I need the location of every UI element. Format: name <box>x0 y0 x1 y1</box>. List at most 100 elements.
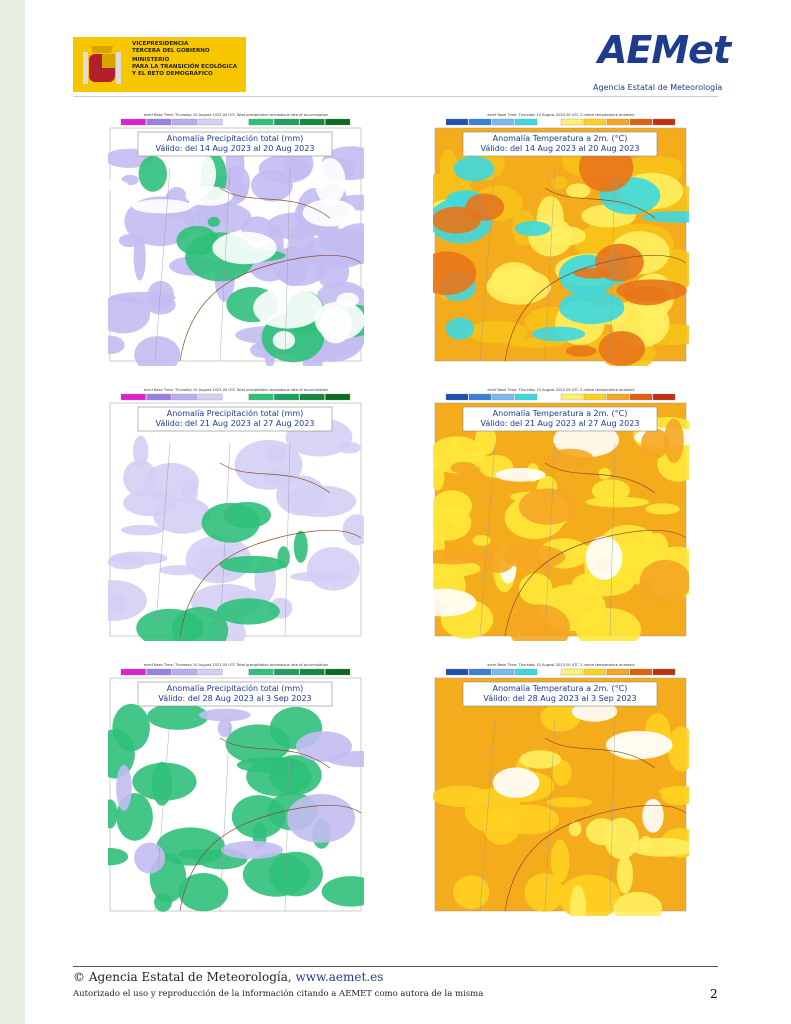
map-field <box>185 186 233 206</box>
url[interactable]: www.aemet.es <box>295 970 384 984</box>
gov-line: TERCERA DEL GOBIERNO <box>132 48 210 54</box>
map-field <box>550 839 570 883</box>
map-field <box>519 750 562 769</box>
legend-swatch <box>468 393 492 401</box>
legend-swatch <box>514 393 538 401</box>
map-title: Anomalía Precipitación total (mm) <box>167 133 304 143</box>
map-field <box>433 462 445 491</box>
map-field <box>121 524 164 536</box>
map-field <box>482 807 521 845</box>
map-field <box>645 503 680 515</box>
government-text: VICEPRESIDENCIA TERCERA DEL GOBIERNO MIN… <box>132 41 237 78</box>
map-field <box>201 502 260 543</box>
legend-swatch <box>223 669 248 675</box>
map-title: Anomalía Temperatura a 2m. (°C) <box>493 684 628 693</box>
map-field <box>108 799 118 829</box>
copyright: © Agencia Estatal de Meteorología, www.a… <box>73 970 383 984</box>
map-field <box>286 793 356 843</box>
page-number: 2 <box>710 987 718 1001</box>
map-field <box>492 767 540 798</box>
map-field <box>225 165 250 200</box>
legend-swatch <box>171 393 197 401</box>
meridian <box>609 442 616 637</box>
map-field <box>221 840 284 860</box>
coastline <box>504 187 687 362</box>
legend-swatch <box>274 118 300 126</box>
map-field <box>565 345 597 357</box>
legend-swatch <box>445 393 469 401</box>
map-title: Anomalía Temperatura a 2m. (°C) <box>493 409 628 418</box>
map-field <box>333 223 364 265</box>
gov-line: VICEPRESIDENCIA <box>132 41 189 47</box>
legend-swatch <box>197 118 223 126</box>
legend-swatch <box>248 118 274 126</box>
legend-swatch <box>120 668 146 676</box>
legend-swatch <box>248 393 274 401</box>
map-field <box>108 729 135 779</box>
map-field <box>639 835 653 852</box>
legend-swatch <box>538 119 560 125</box>
map-field <box>453 156 495 182</box>
coastline <box>504 462 687 637</box>
map-field <box>108 179 129 191</box>
side-strip <box>0 0 25 1024</box>
map-field <box>136 608 204 641</box>
map-field <box>613 891 663 916</box>
map-field <box>156 827 225 866</box>
map-field <box>552 759 572 786</box>
map-title-box <box>462 406 658 432</box>
map-field <box>198 708 251 722</box>
map-caption: ecmf Base Time: Thursday 10 August 2023 … <box>144 663 328 667</box>
legend-swatch <box>538 394 560 400</box>
map-field <box>641 428 670 459</box>
map-field <box>591 479 631 502</box>
map-field <box>598 331 645 366</box>
map-field <box>546 448 594 469</box>
legend-swatch <box>120 393 146 401</box>
map-field <box>486 268 551 305</box>
legend-swatch <box>583 118 607 126</box>
legend-swatch <box>491 118 515 126</box>
map-field <box>194 202 229 230</box>
map-field <box>284 485 357 518</box>
map-field <box>433 549 485 565</box>
map-field <box>108 294 151 334</box>
map-field <box>540 703 581 732</box>
map-field <box>509 604 571 641</box>
map-field <box>327 750 364 768</box>
map-field <box>475 424 497 455</box>
map-field <box>342 514 364 546</box>
legend-swatch <box>652 118 676 126</box>
map-field <box>183 151 217 197</box>
map-field <box>138 155 167 192</box>
legend-swatch <box>223 394 248 400</box>
map-field <box>268 851 323 897</box>
legend-swatch <box>468 668 492 676</box>
legend-swatch <box>583 393 607 401</box>
legend-swatch <box>325 668 351 676</box>
map-field <box>132 762 197 801</box>
map-field <box>108 335 125 355</box>
legend-swatch <box>299 118 325 126</box>
map-field <box>586 818 618 846</box>
map-valid: Válido: del 21 Aug 2023 al 27 Aug 2023 <box>481 419 640 428</box>
meridian <box>284 167 291 362</box>
legend-swatch <box>146 118 172 126</box>
map-valid: Válido: del 14 Aug 2023 al 20 Aug 2023 <box>481 144 640 153</box>
map-field <box>551 176 568 190</box>
meridian <box>544 442 556 637</box>
map-field <box>316 254 350 289</box>
map-field <box>433 785 490 807</box>
meridian <box>219 717 231 912</box>
map-field <box>134 336 181 366</box>
legend-swatch <box>223 119 248 125</box>
map-field <box>624 155 683 179</box>
meridian <box>609 167 616 362</box>
map-caption: ecmf Base Time: Thursday 10 August 2023 … <box>144 388 328 392</box>
map-field <box>568 820 582 837</box>
map-field <box>272 331 296 350</box>
map-field <box>450 461 477 474</box>
map-field <box>616 855 633 894</box>
meridian <box>284 717 291 912</box>
map-field <box>585 536 623 580</box>
